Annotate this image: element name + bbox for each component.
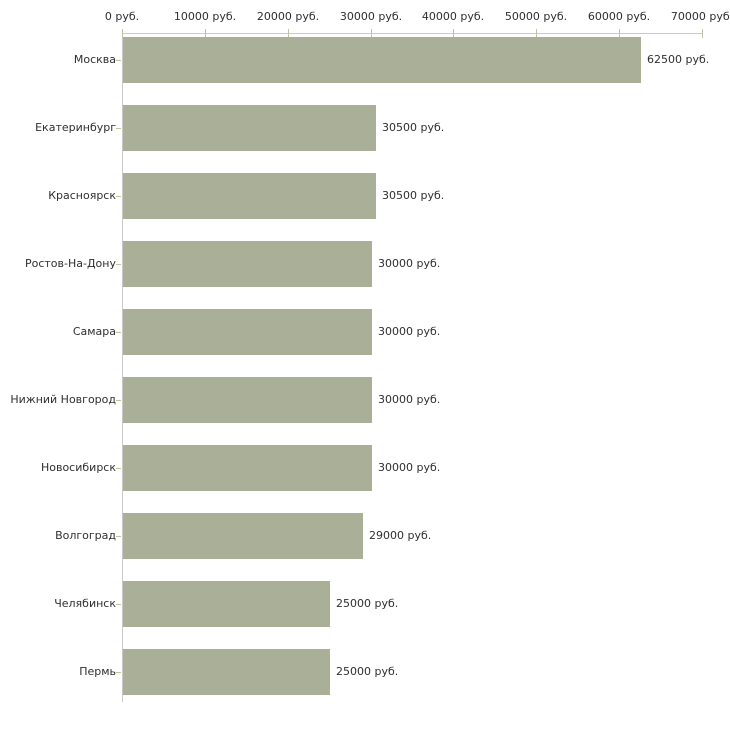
category-label: Самара	[72, 325, 116, 338]
y-axis-tick-mark	[116, 332, 121, 333]
y-axis-tick-mark	[116, 196, 121, 197]
bar-5	[123, 309, 372, 355]
bar-8	[123, 513, 363, 559]
y-axis-tick-mark	[116, 60, 121, 61]
x-axis-tick-label: 0 руб.	[104, 10, 140, 23]
bar-7	[123, 445, 372, 491]
bar-9	[123, 581, 330, 627]
x-axis-tick-label: 20000 руб.	[256, 10, 320, 23]
bar-6	[123, 377, 372, 423]
value-label: 62500 руб.	[647, 53, 710, 66]
value-label: 30500 руб.	[382, 121, 445, 134]
x-axis-tick-label: 70000 руб.	[670, 10, 730, 23]
x-axis-line	[122, 33, 703, 34]
x-axis-tick-mark	[122, 29, 123, 38]
y-axis-tick-mark	[116, 128, 121, 129]
y-axis-tick-mark	[116, 400, 121, 401]
category-label: Пермь	[79, 665, 116, 678]
value-label: 25000 руб.	[336, 597, 399, 610]
value-label: 30000 руб.	[378, 257, 441, 270]
x-axis-tick-mark	[288, 29, 289, 38]
category-label: Нижний Новгород	[10, 393, 116, 406]
x-axis-tick-mark	[536, 29, 537, 38]
x-axis-tick-mark	[702, 29, 703, 38]
bar-2	[123, 105, 376, 151]
y-axis-tick-mark	[116, 604, 121, 605]
value-label: 30000 руб.	[378, 325, 441, 338]
x-axis-tick-mark	[619, 29, 620, 38]
category-label: Ростов-На-Дону	[24, 257, 116, 270]
value-label: 25000 руб.	[336, 665, 399, 678]
bar-10	[123, 649, 330, 695]
value-label: 29000 руб.	[369, 529, 432, 542]
x-axis-tick-label: 10000 руб.	[173, 10, 237, 23]
category-label: Челябинск	[54, 597, 116, 610]
bar-1	[123, 37, 641, 83]
category-label: Красноярск	[48, 189, 116, 202]
category-label: Волгоград	[55, 529, 116, 542]
value-label: 30000 руб.	[378, 461, 441, 474]
category-label: Москва	[73, 53, 116, 66]
x-axis-tick-mark	[371, 29, 372, 38]
y-axis-tick-mark	[116, 672, 121, 673]
bar-4	[123, 241, 372, 287]
value-label: 30500 руб.	[382, 189, 445, 202]
value-label: 30000 руб.	[378, 393, 441, 406]
y-axis-tick-mark	[116, 264, 121, 265]
bar-3	[123, 173, 376, 219]
category-label: Екатеринбург	[35, 121, 116, 134]
y-axis-tick-mark	[116, 536, 121, 537]
x-axis-tick-label: 50000 руб.	[504, 10, 568, 23]
y-axis-line	[122, 33, 123, 702]
x-axis-tick-label: 40000 руб.	[421, 10, 485, 23]
category-label: Новосибирск	[40, 461, 116, 474]
x-axis-tick-mark	[205, 29, 206, 38]
x-axis-tick-mark	[453, 29, 454, 38]
x-axis-tick-label: 30000 руб.	[339, 10, 403, 23]
y-axis-tick-mark	[116, 468, 121, 469]
x-axis-tick-label: 60000 руб.	[587, 10, 651, 23]
